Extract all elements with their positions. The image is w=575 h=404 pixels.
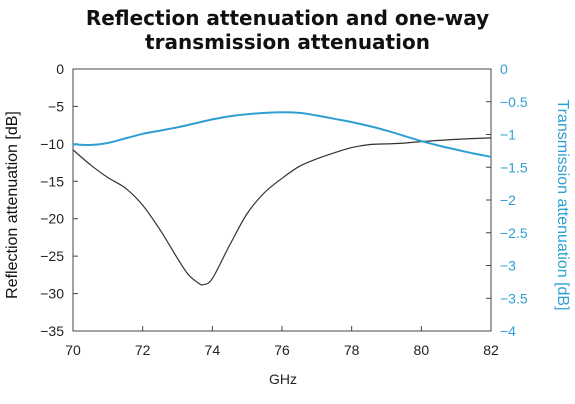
y-right-tick-label: −2.5 (500, 225, 528, 241)
x-tick-label: 70 (65, 342, 81, 358)
x-axis-title: GHz (269, 371, 297, 387)
chart-title-line-1: Reflection attenuation and one-way (85, 6, 490, 30)
x-tick-label: 78 (344, 342, 360, 358)
y-axis-right-title: Transmission attenuation [dB] (554, 99, 571, 310)
y-right-tick-label: −1.5 (500, 159, 528, 175)
x-tick-label: 80 (414, 342, 430, 358)
transmission-attenuation-line (72, 111, 492, 158)
y-left-tick-label: −35 (40, 323, 64, 339)
y-right-tick-label: −3 (500, 258, 516, 274)
y-left-tick-label: −5 (48, 98, 64, 114)
y-right-tick-label: −2 (500, 192, 516, 208)
y-left-tick-label: 0 (56, 61, 64, 77)
y-left-tick-label: −30 (40, 286, 64, 302)
reflection-attenuation-line (72, 137, 492, 286)
plot-area-frame (72, 68, 492, 332)
x-tick-label: 82 (483, 342, 499, 358)
chart-title: Reflection attenuation and one-way trans… (0, 6, 575, 54)
x-tick-label: 76 (274, 342, 290, 358)
y-right-tick-label: −1 (500, 127, 516, 143)
chart-title-line-2: transmission attenuation (145, 30, 430, 54)
x-tick-label: 72 (135, 342, 151, 358)
y-left-tick-label: −25 (40, 248, 64, 264)
y-left-tick-label: −10 (40, 136, 64, 152)
y-right-tick-label: −0.5 (500, 94, 528, 110)
y-right-tick-label: 0 (500, 61, 508, 77)
y-left-tick-label: −20 (40, 211, 64, 227)
y-right-tick-label: −3.5 (500, 290, 528, 306)
y-right-tick-label: −4 (500, 323, 516, 339)
y-axis-left-title: Reflection attenuation [dB] (4, 111, 21, 299)
y-left-tick-label: −15 (40, 173, 64, 189)
x-tick-label: 74 (205, 342, 221, 358)
